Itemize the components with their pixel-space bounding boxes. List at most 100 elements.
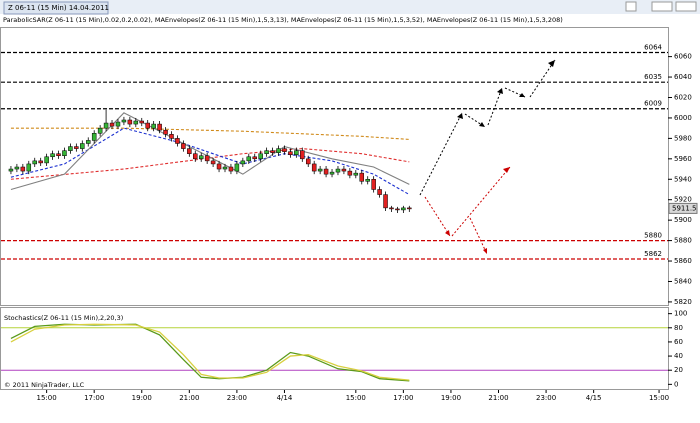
- x-tick-label: 15:00: [346, 394, 366, 402]
- panel-title: Stochastics(Z 06-11 (15 Min),2,20,3): [4, 314, 123, 322]
- x-tick-label: 4/15: [586, 394, 602, 402]
- candle-body: [181, 143, 186, 149]
- arrow-head: [503, 167, 510, 173]
- window-title: Z 06-11 (15 Min) 14.04.2011: [8, 4, 109, 12]
- arrow-head: [479, 122, 485, 127]
- candle-body: [359, 172, 365, 182]
- y-tick-label: 5980: [674, 134, 692, 142]
- arrow-head: [457, 113, 463, 119]
- candle-body: [317, 168, 323, 172]
- tab[interactable]: [3, 1, 109, 15]
- arrow-head: [519, 93, 525, 97]
- y-tick-label: 5900: [674, 216, 692, 224]
- x-tick-label: 21:00: [488, 394, 508, 402]
- x-tick-label: 4/14: [277, 394, 293, 402]
- candle-body: [204, 155, 210, 162]
- candle-body: [151, 123, 156, 129]
- x-tick-label: 19:00: [132, 394, 152, 402]
- y-tick-label: 6060: [674, 53, 692, 61]
- candle-body: [175, 138, 180, 144]
- candle-body: [32, 160, 37, 165]
- overlay-line: [10, 127, 410, 140]
- candle-body: [169, 134, 174, 139]
- candle-body: [216, 163, 222, 170]
- x-tick-label: 15:00: [37, 394, 57, 402]
- indicator-text: ParabolicSAR(Z 06-11 (15 Min),0.02,0.2,0…: [3, 16, 563, 24]
- arrow: [529, 59, 556, 98]
- candle-body: [163, 129, 168, 135]
- candle-body: [234, 163, 240, 172]
- arrow: [451, 166, 511, 237]
- arrow: [469, 217, 488, 255]
- minimize-button[interactable]: [625, 1, 637, 12]
- x-tick-label: 23:00: [227, 394, 247, 402]
- overlay-line: [10, 148, 410, 180]
- y-tick-label: 5880: [674, 237, 692, 245]
- x-tick-label: 17:00: [84, 394, 104, 402]
- candle-body: [401, 207, 406, 211]
- y-tick-label: 5940: [674, 175, 692, 183]
- candle-body: [44, 156, 49, 164]
- candle-body: [377, 189, 382, 195]
- x-tick-label: 19:00: [441, 394, 461, 402]
- arrow: [419, 112, 463, 196]
- close-button[interactable]: [675, 1, 697, 12]
- candle-body: [347, 170, 353, 176]
- candle-body: [305, 158, 311, 165]
- candle-body: [26, 163, 32, 172]
- x-tick-label: 21:00: [179, 394, 199, 402]
- price-panel: [0, 27, 669, 306]
- candle-body: [50, 153, 55, 158]
- candle-body: [145, 122, 150, 129]
- candle-body: [157, 123, 162, 131]
- candle-body: [103, 122, 109, 129]
- candle-body: [8, 168, 14, 172]
- candle-body: [323, 168, 329, 175]
- y-tick-label: 6040: [674, 73, 692, 81]
- candle-body: [288, 151, 293, 155]
- stoch-line: [10, 323, 410, 381]
- candle-body: [228, 166, 234, 172]
- last-price-label: 5911.5: [672, 204, 697, 212]
- y-tick-label: 5820: [674, 298, 692, 306]
- candle-body: [68, 146, 73, 151]
- candle-body: [80, 143, 85, 149]
- arrow: [487, 87, 503, 126]
- candle-body: [127, 119, 133, 125]
- candle-body: [222, 166, 228, 170]
- candle-body: [353, 172, 359, 176]
- candle-body: [282, 148, 287, 152]
- projection-arrows: [419, 59, 556, 255]
- candle-body: [294, 150, 299, 155]
- y-tick-label: 0: [674, 380, 678, 388]
- candle-body: [341, 168, 347, 172]
- y-tick-label: 5960: [674, 155, 692, 163]
- candle-body: [139, 120, 145, 124]
- y-tick-label: 5840: [674, 277, 692, 285]
- window-bar: [0, 0, 700, 14]
- candle-body: [389, 207, 394, 210]
- candle-body: [91, 133, 97, 141]
- candle-body: [300, 150, 305, 160]
- candle-body: [395, 208, 400, 211]
- y-tick-label: 100: [674, 310, 687, 318]
- candle-body: [14, 166, 20, 170]
- candle-body: [276, 148, 281, 153]
- candle-body: [97, 127, 103, 134]
- candle-body: [252, 156, 257, 160]
- y-tick-label: 40: [674, 352, 683, 360]
- y-tick-label: 80: [674, 324, 683, 332]
- stoch-panel: [0, 307, 669, 390]
- arrow-head: [497, 88, 503, 94]
- candle-body: [133, 120, 139, 125]
- y-tick-label: 6020: [674, 94, 692, 102]
- arrow-heads: [445, 60, 555, 254]
- candle-body: [329, 171, 335, 175]
- candle-body: [210, 160, 216, 165]
- candle-body: [258, 153, 263, 160]
- restore-button[interactable]: [651, 1, 673, 12]
- candle-body: [371, 179, 376, 190]
- candle-body: [407, 207, 412, 210]
- level-label: 5880: [644, 232, 662, 240]
